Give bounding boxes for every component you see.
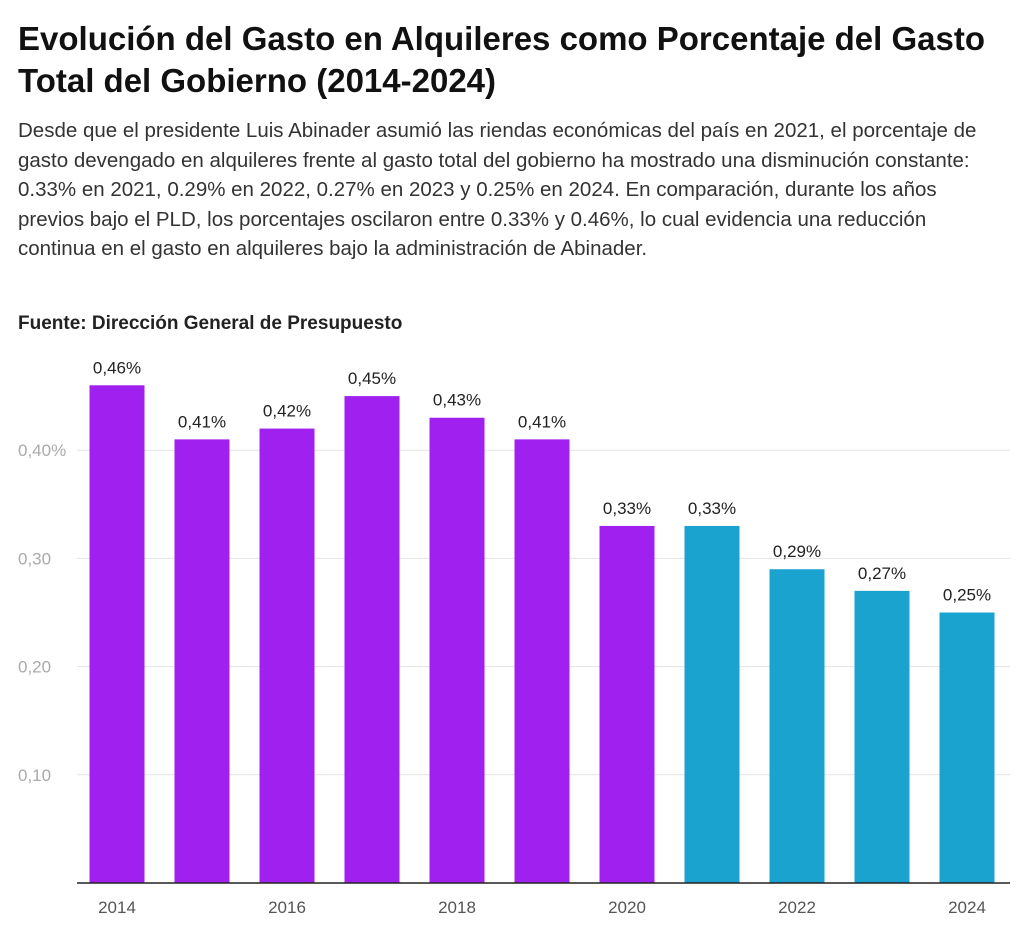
chart-description: Desde que el presidente Luis Abinader as… [18,119,977,260]
x-tick-label: 2024 [948,898,986,917]
y-tick-label: 0,30 [18,549,51,568]
x-tick-label: 2022 [778,898,816,917]
data-label: 0,41% [518,412,566,431]
x-tick-label: 2018 [438,898,476,917]
bar-2016 [259,428,315,883]
data-label: 0,45% [348,369,396,388]
y-tick-label: 0,40% [18,441,66,460]
x-tick-label: 2014 [98,898,136,917]
bar-2022 [769,569,825,883]
bar-chart: 0,100,200,300,40% 0,46%0,41%0,42%0,45%0,… [18,358,1010,917]
x-tick-label: 2020 [608,898,646,917]
bar-2024 [939,612,995,883]
data-label: 0,41% [178,412,226,431]
y-tick-label: 0,10 [18,766,51,785]
x-axis-ticks: 2014 2016 2018 2020 2022 2024 [98,898,986,917]
data-label: 0,29% [773,542,821,561]
data-label: 0,25% [943,586,991,605]
bar-2015 [174,439,230,883]
data-label: 0,33% [688,499,736,518]
y-tick-label: 0,20 [18,658,51,677]
bar-2021 [684,525,740,883]
x-tick-label: 2016 [268,898,306,917]
bar-2017 [344,396,400,883]
bar-2020 [599,525,655,883]
data-label: 0,33% [603,499,651,518]
chart-title: Evolución del Gasto en Alquileres como P… [18,20,986,99]
data-label: 0,42% [263,402,311,421]
bar-2018 [429,417,485,883]
y-axis-ticks: 0,10 0,20 0,30 0,40% [18,441,66,785]
bar-2014 [89,385,145,883]
bar-2019 [514,439,570,883]
bars [89,385,995,883]
data-label: 0,27% [858,564,906,583]
chart-source: Fuente: Dirección General de Presupuesto [18,313,403,334]
data-label: 0,46% [93,358,141,377]
data-labels: 0,46% 0,41% 0,42% 0,45% 0,43% 0,41% 0,33% 0,33%… [93,358,991,604]
data-label: 0,43% [433,391,481,410]
bar-2023 [854,590,910,883]
